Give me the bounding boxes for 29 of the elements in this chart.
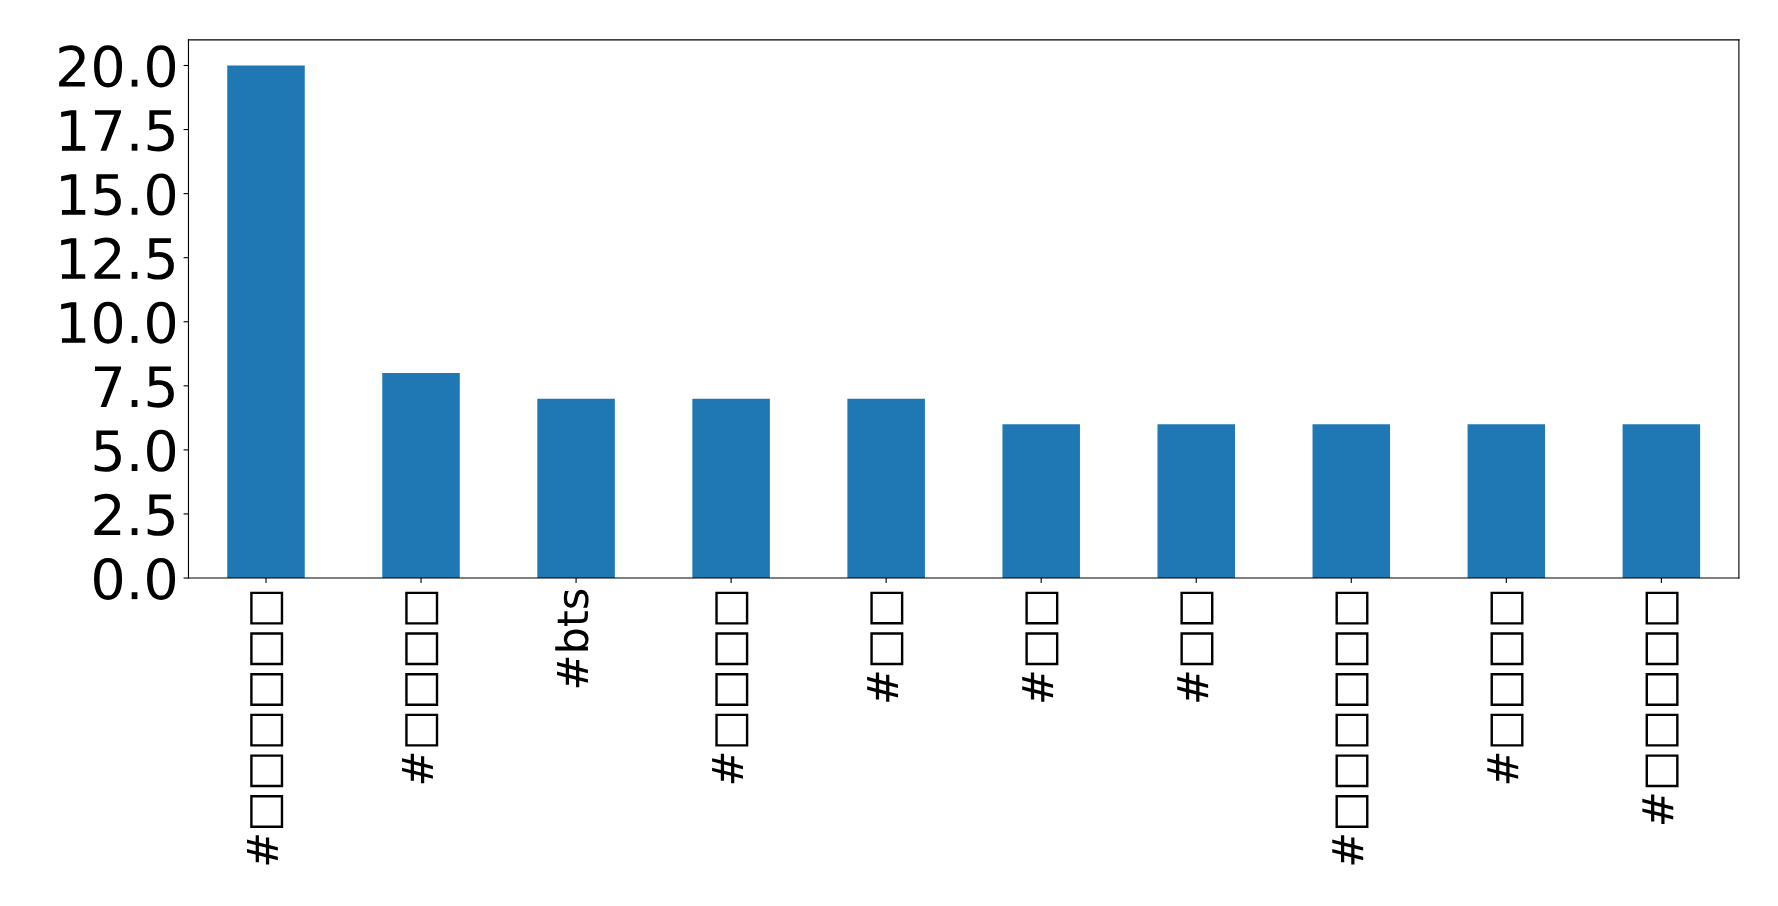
x-tick-label: #bts <box>555 589 589 688</box>
y-tick-label: 0.0 <box>94 557 176 600</box>
y-tick-label: 7.5 <box>94 366 174 408</box>
x-tick-label: #□□□□□□ <box>246 591 284 865</box>
x-tick-label: #□□□□ <box>1487 591 1524 784</box>
bar <box>227 65 305 579</box>
bar <box>1312 424 1391 579</box>
bar <box>847 398 925 579</box>
x-tick-label: #□□ <box>867 591 904 702</box>
y-tick-label: 20.0 <box>59 45 176 88</box>
bar <box>1157 424 1235 579</box>
bar <box>1467 424 1546 579</box>
y-tick-label: 12.5 <box>61 237 174 280</box>
x-tick-label: #□□□□□ <box>1642 591 1679 824</box>
bar <box>382 373 460 579</box>
x-tick-label: #□□ <box>1177 591 1214 702</box>
y-tick-label: 15.0 <box>61 173 176 216</box>
x-tick-label: #□□ <box>1022 591 1059 702</box>
bar <box>537 398 615 579</box>
bar <box>1002 424 1080 579</box>
bar <box>692 398 770 579</box>
x-tick-label: #□□□□ <box>712 591 749 784</box>
y-tick-label: 2.5 <box>94 493 174 536</box>
x-tick-label: #□□□□ <box>402 591 439 784</box>
y-tick-label: 17.5 <box>61 110 174 152</box>
x-tick-label: #□□□□□□ <box>1332 591 1369 865</box>
bar <box>1622 424 1701 579</box>
y-tick-label: 10.0 <box>61 301 176 344</box>
y-tick-label: 5.0 <box>94 429 176 472</box>
